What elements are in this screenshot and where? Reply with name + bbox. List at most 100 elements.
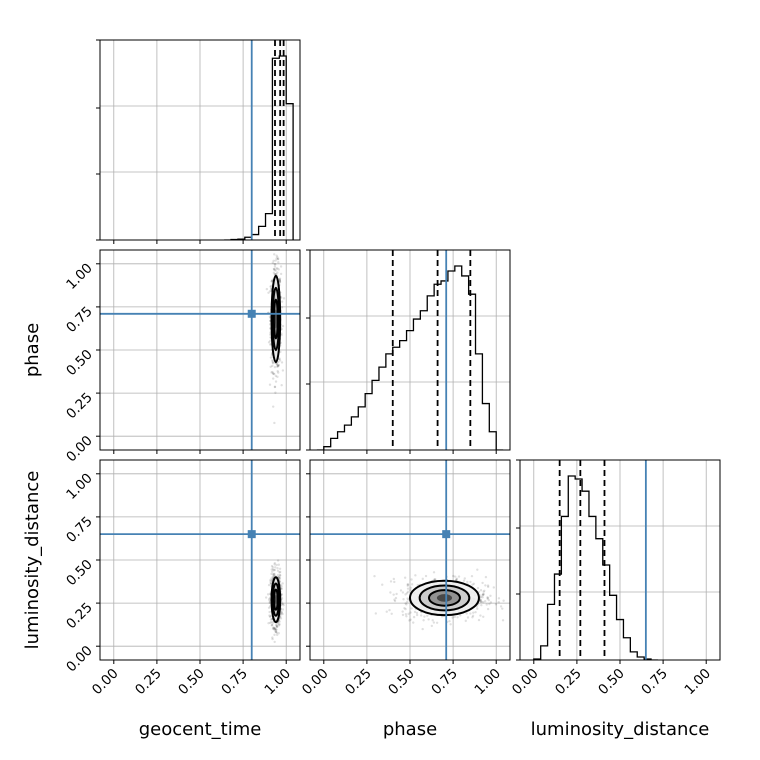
sample-point <box>501 607 504 610</box>
sample-point <box>427 618 430 621</box>
sample-point <box>279 272 283 276</box>
sample-point <box>486 584 490 587</box>
sample-point <box>486 596 490 599</box>
sample-point <box>466 616 470 619</box>
histogram-step-line <box>533 475 658 660</box>
sample-point <box>274 630 277 633</box>
sample-point <box>481 593 485 596</box>
sample-point <box>453 615 456 619</box>
sample-point <box>280 611 283 614</box>
density-geocent_time-luminosity_distance <box>100 460 300 660</box>
sample-point <box>494 603 498 606</box>
sample-point <box>273 568 277 572</box>
contour-line <box>271 286 280 351</box>
sample-point <box>271 361 275 365</box>
sample-point <box>401 591 405 594</box>
x-tick-label: 0.00 <box>299 666 332 699</box>
sample-point <box>413 610 417 614</box>
sample-point <box>474 610 477 614</box>
sample-point <box>479 600 483 603</box>
sample-point <box>277 632 280 635</box>
sample-point <box>276 625 279 629</box>
sample-point <box>485 603 488 606</box>
sample-point <box>484 575 488 579</box>
sample-point <box>482 600 485 604</box>
x-tick-label: 0.25 <box>342 666 375 699</box>
panel-grid <box>310 250 510 450</box>
sample-point <box>395 592 398 596</box>
sample-point <box>409 618 412 621</box>
panel-grid <box>100 460 300 660</box>
sample-point <box>403 576 407 579</box>
sample-point <box>280 597 284 600</box>
x-axis-label: phase <box>383 719 437 740</box>
y-tick-label: 0.00 <box>63 643 96 676</box>
sample-point <box>273 628 276 631</box>
sample-point <box>268 343 272 346</box>
sample-point <box>275 257 278 260</box>
sample-point <box>406 597 409 600</box>
sample-point <box>281 608 285 611</box>
sample-point <box>276 559 280 562</box>
sample-point <box>389 591 392 594</box>
sample-point <box>422 619 425 622</box>
sample-point <box>388 608 391 612</box>
contour-fill <box>436 594 453 602</box>
sample-point <box>482 590 485 594</box>
sample-point <box>489 594 492 598</box>
sample-point <box>433 578 436 581</box>
sample-point <box>471 616 474 619</box>
sample-point <box>479 589 483 592</box>
sample-point <box>271 575 274 579</box>
sample-point <box>273 253 276 256</box>
sample-point <box>434 577 437 581</box>
sample-point <box>274 269 277 272</box>
sample-point <box>278 570 282 574</box>
sample-point <box>275 631 279 635</box>
sample-point <box>274 628 278 631</box>
sample-point <box>273 626 276 630</box>
sample-point <box>393 580 396 584</box>
sample-point <box>479 614 482 617</box>
truth-marker <box>247 530 256 539</box>
sample-point <box>393 598 396 601</box>
x-tick-label: 0.25 <box>552 666 585 699</box>
sample-point <box>276 257 280 260</box>
y-axis-label: luminosity_distance <box>22 471 43 650</box>
sample-point <box>276 365 279 368</box>
sample-point <box>272 372 275 375</box>
sample-point <box>274 627 277 631</box>
sample-point <box>477 618 481 622</box>
sample-point <box>476 586 480 590</box>
sample-point <box>280 611 283 614</box>
sample-point <box>273 561 277 565</box>
x-axis-label: geocent_time <box>139 719 262 740</box>
sample-point <box>488 602 491 606</box>
sample-point <box>455 578 458 581</box>
sample-point <box>268 610 271 614</box>
sample-point <box>401 613 405 617</box>
sample-point <box>279 265 283 268</box>
sample-point <box>271 566 275 569</box>
y-axis-label: phase <box>22 323 43 377</box>
sample-point <box>469 580 472 584</box>
sample-point <box>449 623 452 626</box>
sample-point <box>282 603 285 607</box>
sample-point <box>501 619 505 622</box>
sample-point <box>271 570 274 573</box>
sample-point <box>432 571 436 574</box>
sample-point <box>270 620 273 624</box>
sample-point <box>489 601 493 604</box>
sample-point <box>487 598 491 602</box>
sample-point <box>274 259 277 262</box>
sample-point <box>272 267 276 271</box>
sample-point <box>272 575 275 578</box>
sample-point <box>275 272 278 276</box>
sample-point <box>274 263 277 266</box>
sample-point <box>409 589 412 592</box>
histogram-luminosity_distance <box>533 460 658 660</box>
sample-point <box>273 421 276 425</box>
sample-point <box>275 563 278 567</box>
sample-point <box>275 630 278 633</box>
sample-point <box>463 577 467 580</box>
